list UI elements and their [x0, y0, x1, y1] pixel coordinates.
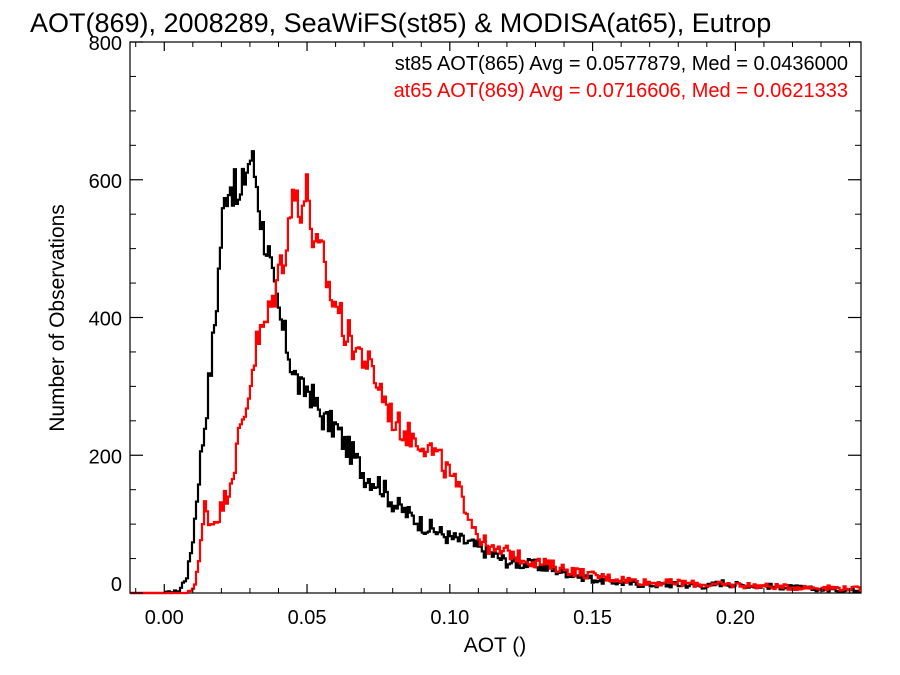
chart-title: AOT(869), 2008289, SeaWiFS(st85) & MODIS… [30, 8, 771, 38]
x-tick-label: 0.15 [573, 607, 612, 629]
series-line-st85 [130, 150, 861, 595]
y-tick-label: 200 [89, 446, 122, 468]
y-tick-label: 800 [89, 33, 122, 55]
y-tick-label: 600 [89, 171, 122, 193]
ticks-layer: 0.00 0.05 0.10 0.15 0.20 0 200 400 600 800 [89, 33, 861, 629]
x-axis-label: AOT () [464, 634, 527, 657]
x-tick-label: 0.00 [145, 607, 184, 629]
y-axis-label: Number of Observations [46, 204, 69, 432]
x-tick-label: 0.20 [716, 607, 755, 629]
plot-frame [129, 41, 862, 594]
x-tick-label: 0.05 [288, 607, 327, 629]
y-tick-label: 400 [89, 309, 122, 331]
legend-entry-st85: st85 AOT(865) Avg = 0.0577879, Med = 0.0… [395, 53, 848, 75]
y-tick-label: 0 [111, 574, 122, 596]
series-layer [130, 150, 861, 595]
series-line-at65 [130, 173, 861, 595]
legend-entry-at65: at65 AOT(869) Avg = 0.0716606, Med = 0.0… [394, 80, 848, 102]
x-tick-label: 0.10 [430, 607, 469, 629]
